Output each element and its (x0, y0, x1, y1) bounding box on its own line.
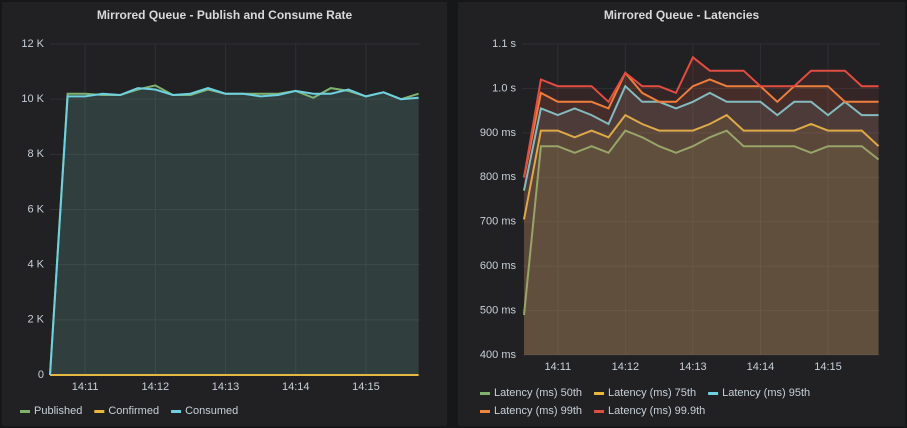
series-line (523, 84, 879, 191)
series-line (523, 71, 879, 178)
area-fill (50, 88, 419, 375)
legend-swatch (594, 392, 605, 395)
area-fill (524, 130, 879, 355)
x-tick-label: 14:12 (142, 381, 170, 393)
area-fill (50, 85, 419, 376)
series-line (523, 129, 880, 316)
x-tick-label: 14:11 (72, 381, 99, 393)
y-tick-label: 500 ms (480, 304, 517, 316)
x-tick-label: 14:14 (747, 361, 775, 373)
series-line (523, 113, 880, 220)
legend-label: Latency (ms) 75th (608, 387, 696, 399)
chart-title: Mirrored Queue - Latencies (604, 8, 760, 22)
series-line (49, 87, 419, 376)
y-tick-label: 1.1 s (492, 38, 516, 50)
legend-swatch (594, 410, 605, 413)
x-tick-label: 14:15 (352, 381, 380, 393)
x-tick-label: 14:12 (612, 361, 640, 373)
legend-label: Published (34, 405, 82, 417)
legend-swatch (480, 392, 490, 395)
y-tick-label: 400 ms (480, 349, 517, 361)
y-tick-label: 12 K (21, 38, 44, 50)
panel (2, 2, 447, 426)
area-fill (524, 86, 879, 355)
legend-label: Latency (ms) 50th (494, 387, 582, 399)
y-tick-label: 700 ms (480, 216, 517, 228)
y-tick-label: 600 ms (480, 260, 517, 272)
area-fill (524, 72, 879, 356)
x-tick-label: 14:13 (212, 381, 240, 393)
x-tick-label: 14:11 (544, 361, 571, 373)
legend-label: Confirmed (108, 405, 159, 417)
y-tick-label: 900 ms (480, 127, 517, 139)
legend-swatch (94, 410, 105, 413)
chart-title: Mirrored Queue - Publish and Consume Rat… (97, 8, 353, 22)
series-line (523, 55, 879, 178)
x-tick-label: 14:13 (679, 361, 707, 373)
legend-label: Latency (ms) 95th (722, 387, 810, 399)
y-tick-label: 0 (38, 369, 44, 381)
legend-label: Latency (ms) 99.9th (608, 405, 705, 417)
legend-swatch (708, 392, 719, 395)
y-tick-label: 8 K (27, 148, 44, 160)
y-tick-label: 10 K (21, 93, 44, 105)
legend-label: Consumed (185, 405, 238, 417)
x-tick-label: 14:15 (814, 361, 842, 373)
legend-swatch (171, 410, 182, 413)
x-tick-label: 14:14 (282, 381, 310, 393)
y-tick-label: 4 K (27, 259, 44, 271)
legend-label: Latency (ms) 99th (494, 405, 582, 417)
y-tick-label: 6 K (27, 203, 44, 215)
y-tick-label: 1.0 s (492, 82, 516, 94)
area-fill (524, 57, 879, 356)
legend-swatch (20, 410, 30, 413)
area-fill (524, 115, 879, 355)
y-tick-label: 800 ms (480, 171, 517, 183)
legend-swatch (480, 410, 490, 413)
y-tick-label: 2 K (27, 314, 44, 326)
